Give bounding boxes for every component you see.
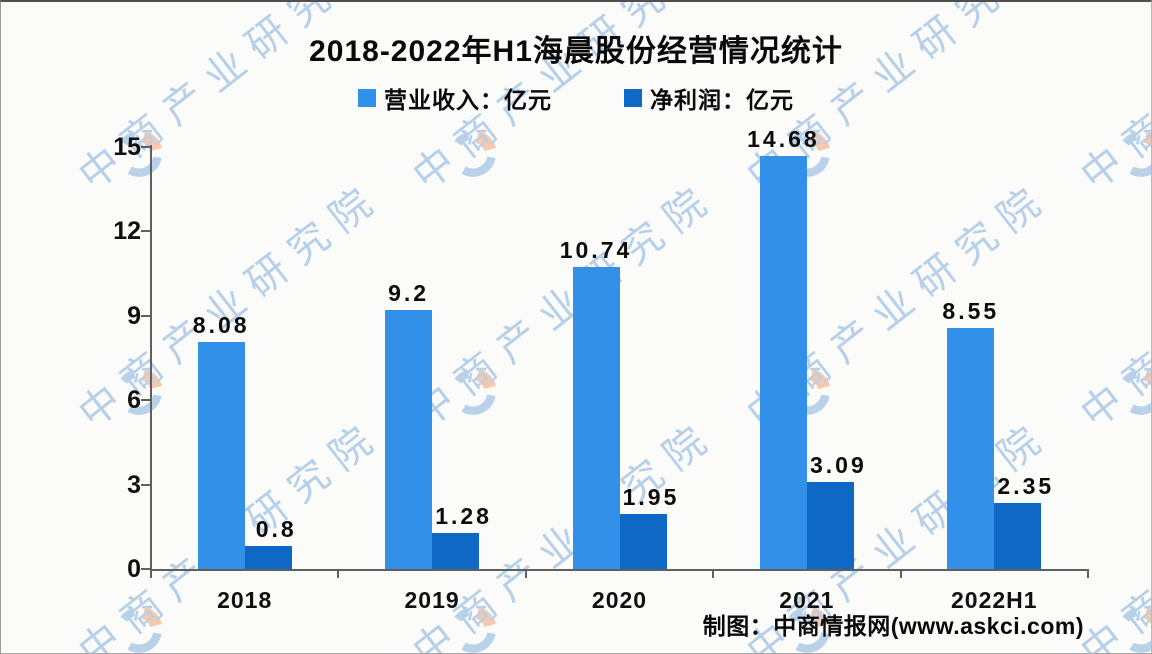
bar-revenue-2019	[385, 310, 433, 569]
y-tick	[141, 399, 151, 402]
bar-value-label: 0.8	[255, 516, 297, 543]
x-tick	[712, 569, 715, 578]
x-tick	[337, 569, 340, 578]
y-tick	[141, 146, 151, 148]
bar-value-label: 8.08	[192, 311, 250, 338]
y-tick	[141, 568, 151, 570]
legend-label-profit: 净利润：亿元	[650, 87, 794, 113]
y-axis-label: 0	[127, 555, 141, 583]
y-axis-label: 6	[127, 386, 141, 415]
legend: 营业收入：亿元 净利润：亿元	[1, 81, 1151, 115]
x-axis-label-2019: 2019	[404, 587, 460, 613]
x-tick	[524, 569, 527, 578]
bar-revenue-2021	[759, 156, 807, 569]
y-tick	[141, 230, 151, 233]
legend-swatch-profit-icon	[624, 89, 642, 107]
y-axis-label: 15	[113, 133, 141, 161]
x-axis-label-2022H1: 2022H1	[951, 587, 1038, 613]
legend-label-revenue: 营业收入：亿元	[384, 87, 552, 113]
bar-profit-2021	[806, 482, 854, 569]
bar-value-label: 1.28	[435, 502, 492, 529]
x-tick	[1087, 569, 1089, 578]
y-axis-label: 3	[127, 470, 141, 499]
y-tick	[141, 314, 151, 317]
bar-value-label: 1.95	[622, 484, 680, 511]
bar-revenue-2018	[197, 341, 245, 569]
bar-profit-2018	[244, 546, 292, 569]
y-axis-label: 12	[113, 217, 141, 246]
bar-profit-2020	[619, 514, 667, 569]
source-credit: 制图：中商情报网(www.askci.com)	[702, 613, 1084, 639]
bar-value-label: 10.74	[559, 236, 633, 263]
bar-profit-2022H1	[994, 502, 1042, 569]
x-axis-label-2018: 2018	[217, 587, 273, 613]
bar-value-label: 9.2	[388, 280, 430, 307]
y-tick	[141, 483, 151, 486]
y-axis-label: 9	[127, 301, 141, 330]
bar-revenue-2022H1	[947, 328, 995, 569]
bar-profit-2019	[432, 532, 480, 569]
legend-swatch-revenue-icon	[358, 89, 376, 107]
chart-title: 2018-2022年H1海晨股份经营情况统计	[309, 35, 843, 68]
x-axis-label-2020: 2020	[591, 587, 648, 613]
legend-item-profit: 净利润：亿元	[624, 81, 794, 115]
bar-value-label: 3.09	[810, 452, 867, 479]
bar-value-label: 8.55	[942, 298, 1000, 325]
bar-value-label: 14.68	[747, 126, 820, 152]
y-axis-line	[150, 145, 152, 578]
bar-revenue-2020	[572, 266, 620, 569]
bar-value-label: 2.35	[997, 472, 1055, 499]
x-tick	[899, 569, 902, 578]
x-axis-line	[150, 569, 1089, 571]
legend-item-revenue: 营业收入：亿元	[358, 81, 552, 115]
